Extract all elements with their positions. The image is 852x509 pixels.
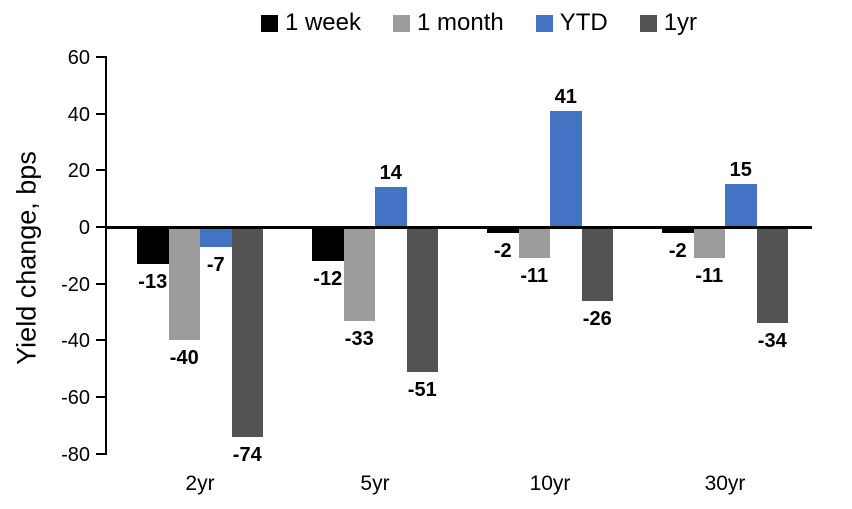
bar-1yr-5yr — [406, 227, 438, 372]
y-axis-tick-label: -40 — [61, 330, 90, 353]
bar-value-label: -11 — [695, 265, 724, 288]
bar-value-label: -26 — [582, 307, 612, 330]
legend-swatch-icon — [639, 14, 657, 32]
zero-line — [106, 225, 812, 229]
y-axis-tick-mark — [96, 396, 106, 399]
y-axis-tick-mark — [96, 282, 106, 285]
y-axis-tick-mark — [96, 339, 106, 342]
bar-value-label: 15 — [729, 159, 752, 182]
legend: 1 week 1 month YTD 1yr — [106, 8, 852, 38]
x-category-label: 10yr — [529, 472, 571, 495]
y-axis-tick-label: 60 — [67, 46, 90, 69]
legend-item-YTD: YTD — [535, 9, 608, 36]
bar-YTD-10yr — [550, 110, 582, 227]
bar-1-month-5yr — [343, 227, 375, 321]
bar-YTD-5yr — [375, 187, 407, 227]
y-axis-tick-mark — [96, 112, 106, 115]
y-axis-tick-label: -80 — [61, 443, 90, 466]
bar-value-label: -51 — [407, 378, 437, 401]
bar-value-label: -34 — [757, 330, 787, 353]
legend-item-1yr: 1yr — [639, 9, 698, 36]
bar-1-month-10yr — [518, 227, 550, 259]
legend-item-1-week: 1 week — [260, 9, 361, 36]
bar-1-week-30yr — [662, 227, 694, 233]
x-category-label: 2yr — [185, 472, 215, 495]
bar-1-week-2yr — [137, 227, 169, 264]
bar-value-label: -2 — [493, 239, 512, 262]
legend-label: YTD — [559, 9, 608, 36]
legend-label: 1 week — [284, 9, 361, 36]
bar-value-label: -40 — [169, 347, 199, 370]
bar-1-month-30yr — [693, 227, 725, 259]
bar-YTD-2yr — [200, 227, 232, 247]
y-axis-line — [105, 56, 107, 455]
legend-label: 1 month — [416, 9, 504, 36]
bar-value-label: -7 — [206, 253, 225, 276]
bar-1-week-5yr — [312, 227, 344, 262]
bar-value-label: -11 — [520, 265, 549, 288]
y-axis-tick-mark — [96, 452, 106, 455]
bar-value-label: -74 — [232, 443, 262, 466]
bar-1-month-2yr — [168, 227, 200, 341]
y-axis-tick-label: 20 — [67, 160, 90, 183]
bar-value-label: -12 — [313, 268, 343, 291]
legend-label: 1yr — [663, 9, 698, 36]
bar-1yr-10yr — [581, 227, 613, 301]
bar-value-label: -33 — [344, 327, 374, 350]
legend-swatch-icon — [392, 14, 410, 32]
y-axis-tick-label: 40 — [67, 103, 90, 126]
x-category-label: 30yr — [704, 472, 746, 495]
bar-value-label: 41 — [554, 85, 577, 108]
y-axis-tick-mark — [96, 55, 106, 58]
y-axis-tick-label: 0 — [78, 217, 90, 239]
bar-1-week-10yr — [487, 227, 519, 233]
legend-swatch-icon — [260, 14, 278, 32]
legend-swatch-icon — [535, 14, 553, 32]
legend-item-1-month: 1 month — [392, 9, 504, 36]
x-category-label: 5yr — [360, 472, 390, 495]
bar-1yr-30yr — [756, 227, 788, 324]
y-axis-tick-mark — [96, 226, 106, 228]
bar-value-label: 14 — [379, 162, 402, 185]
y-axis-tick-label: -60 — [61, 387, 90, 410]
bar-value-label: -13 — [138, 270, 168, 293]
bar-value-label: -2 — [668, 239, 687, 262]
y-axis-tick-mark — [96, 169, 106, 172]
y-axis-tick-label: -20 — [61, 273, 90, 296]
bar-YTD-30yr — [725, 184, 757, 227]
bar-1yr-2yr — [231, 227, 263, 437]
